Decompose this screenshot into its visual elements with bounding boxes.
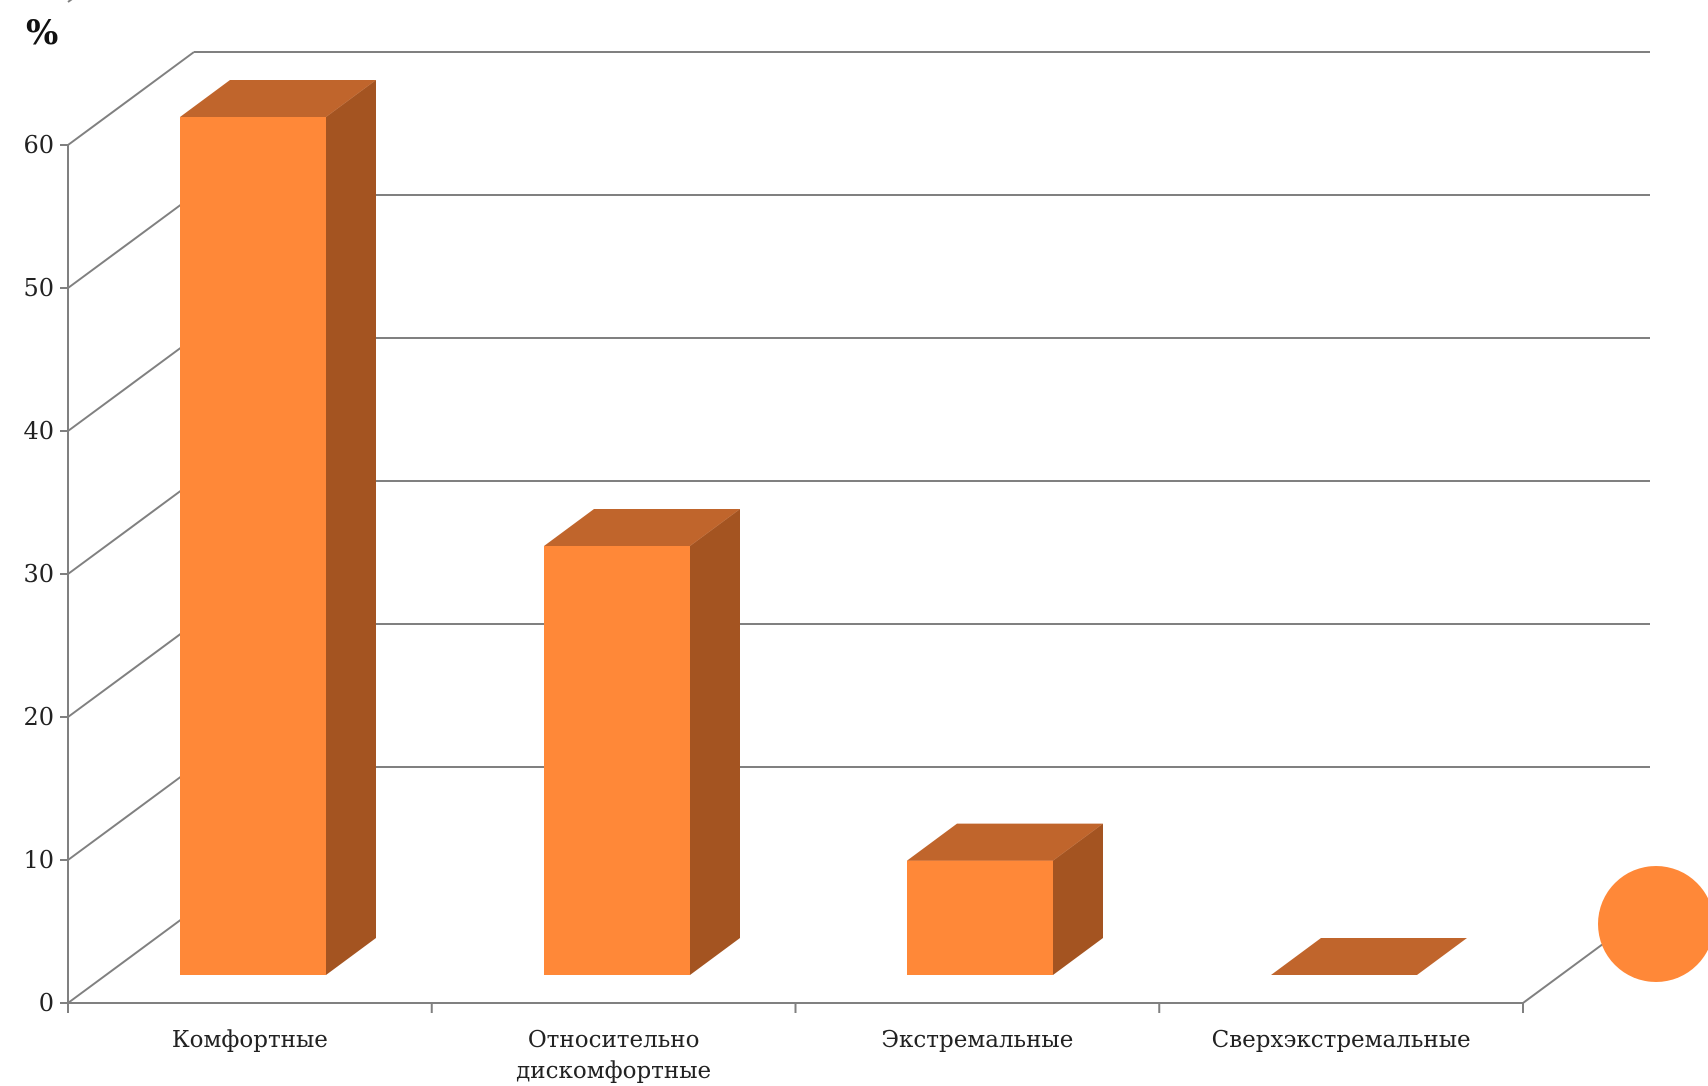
x-category-label: Сверхэкстремальные [1212,1027,1471,1053]
bar [1271,938,1467,975]
x-category-label-line: Относительно [528,1027,700,1053]
bar-side [1053,823,1103,975]
y-tick-label: 30 [23,560,54,588]
side-gridline [67,0,73,3]
side-gridline [67,194,195,289]
y-tick-label: 50 [23,274,54,302]
x-category-label-line: Сверхэкстремальные [1212,1027,1471,1053]
bar-side [326,80,376,975]
labels: 0 10 20 30 40 50 60 Комфортные Относительно диско… [23,131,1470,1084]
bar-top [1271,938,1467,975]
x-category-label: Относительно дискомфортные [516,1027,711,1084]
y-tick-label: 40 [23,417,54,445]
x-category-label-line: дискомфортные [516,1058,711,1084]
bar [907,823,1103,975]
side-gridline [67,480,195,575]
bar-top [907,823,1103,861]
bar-side [690,509,740,975]
bar-top [544,509,740,546]
side-gridline [67,623,195,718]
bar-top [180,80,376,117]
side-gridline [67,909,195,1004]
side-gridline [67,337,195,432]
y-unit-label: % [26,13,58,53]
axes [60,144,1524,1013]
x-category-label: Комфортные [172,1027,328,1053]
side-gridline [67,51,195,146]
bar-front [180,117,326,975]
y-tick-label: 20 [23,703,54,731]
y-tick-label: 10 [23,846,54,874]
bar [180,80,376,975]
x-category-label-line: Экстремальные [881,1027,1073,1053]
side-gridline [67,766,195,861]
y-tick-label: 60 [23,131,54,159]
x-category-label-line: Комфортные [172,1027,328,1053]
x-category-label: Экстремальные [881,1027,1073,1053]
bar-front [544,546,690,975]
legend-marker [1598,866,1708,982]
bar [544,509,740,975]
bars [180,80,1467,975]
bar-front [907,860,1053,975]
y-tick-label: 0 [39,989,54,1017]
